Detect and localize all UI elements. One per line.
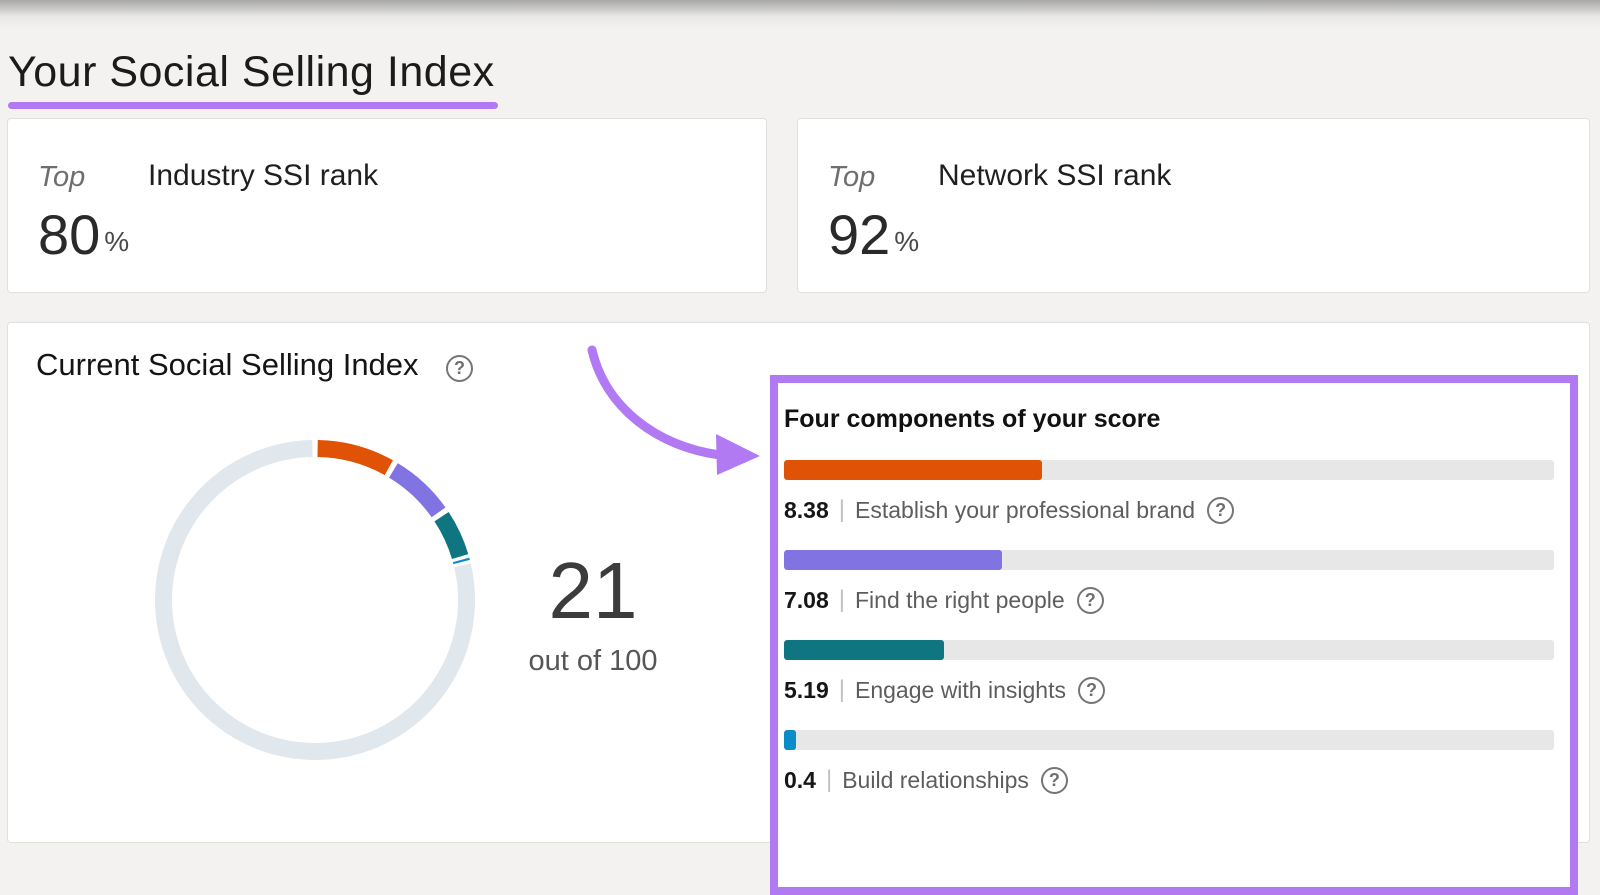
help-icon[interactable]: ? xyxy=(1207,496,1235,524)
component-label: Build relationships xyxy=(842,766,1029,793)
rank-prefix: Top xyxy=(828,161,876,193)
industry-ssi-rank-card: Top Industry SSI rank 80 % xyxy=(7,118,767,293)
page-title: Your Social Selling Index xyxy=(8,48,495,96)
ssi-donut-chart xyxy=(155,440,475,760)
progress-bar-fill xyxy=(784,640,944,660)
component-row-people: 7.08 | Find the right people ? xyxy=(784,550,1554,614)
progress-bar-track xyxy=(784,730,1554,750)
industry-rank-value: 80 % xyxy=(38,203,130,266)
title-underline-annotation xyxy=(8,102,498,109)
top-edge-shadow xyxy=(0,0,1600,30)
network-rank-label: Network SSI rank xyxy=(938,159,1172,192)
progress-bar-fill xyxy=(784,550,1003,570)
component-value: 0.4 xyxy=(784,766,816,793)
score-caption: out of 100 xyxy=(528,645,658,677)
rank-prefix: Top xyxy=(38,161,86,193)
component-row-insights: 5.19 | Engage with insights ? xyxy=(784,640,1554,704)
donut-chart-svg xyxy=(155,440,475,760)
progress-bar-fill xyxy=(784,460,1043,480)
progress-bar-track xyxy=(784,640,1554,660)
progress-bar-track xyxy=(784,460,1554,480)
network-rank-value: 92 % xyxy=(828,203,920,266)
help-icon[interactable]: ? xyxy=(1076,586,1104,614)
component-value: 5.19 xyxy=(784,676,829,703)
industry-rank-label: Industry SSI rank xyxy=(148,159,379,192)
component-row-relationships: 0.4 | Build relationships ? xyxy=(784,730,1554,794)
ssi-score: 21 out of 100 xyxy=(503,551,683,678)
progress-bar-track xyxy=(784,550,1554,570)
separator: | xyxy=(838,496,845,523)
score-number: 21 xyxy=(548,546,638,635)
component-value: 7.08 xyxy=(784,586,829,613)
component-value: 8.38 xyxy=(784,496,829,523)
separator: | xyxy=(838,676,845,703)
percent-sign: % xyxy=(104,226,130,257)
current-ssi-title: Current Social Selling Index xyxy=(36,347,419,382)
component-label: Find the right people xyxy=(855,586,1065,613)
separator: | xyxy=(825,766,833,793)
help-icon[interactable]: ? xyxy=(1040,766,1068,794)
components-panel-annotation: Four components of your score 8.38 | Est… xyxy=(770,375,1578,895)
component-row-brand: 8.38 | Establish your professional brand… xyxy=(784,460,1554,524)
help-icon[interactable]: ? xyxy=(1077,676,1105,704)
component-label: Establish your professional brand xyxy=(855,496,1196,523)
percent-sign: % xyxy=(894,226,920,257)
component-label: Engage with insights xyxy=(855,676,1066,703)
help-icon[interactable]: ? xyxy=(446,355,473,382)
progress-bar-fill xyxy=(784,730,797,750)
arrow-annotation-icon xyxy=(587,345,760,475)
network-ssi-rank-card: Top Network SSI rank 92 % xyxy=(797,118,1590,293)
components-panel-title: Four components of your score xyxy=(784,405,1161,433)
separator: | xyxy=(838,586,845,613)
